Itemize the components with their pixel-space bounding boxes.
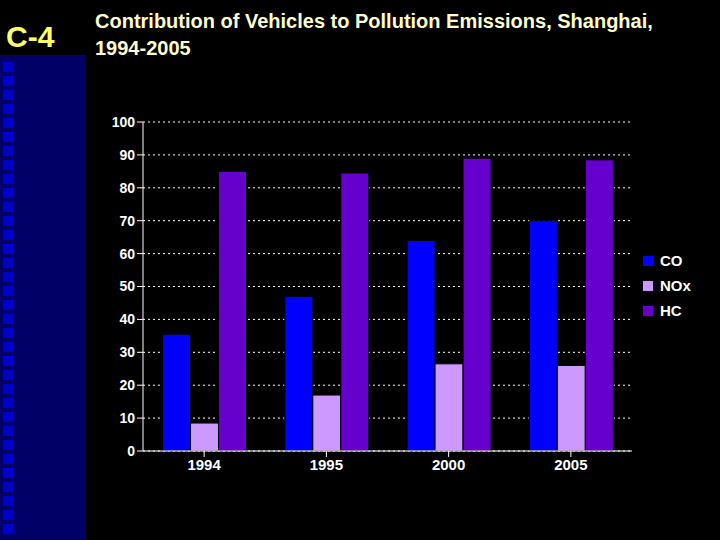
html-text:HC: HC (660, 302, 682, 319)
svg-text:70: 70 (119, 213, 135, 229)
svg-text:10: 10 (119, 410, 135, 426)
svg-text:50: 50 (119, 278, 135, 294)
html-text:C-4: C-4 (6, 20, 55, 53)
svg-text:80: 80 (119, 180, 135, 196)
svg-text:2005: 2005 (554, 456, 587, 473)
html-text:Contribution of Vehicles to Po: Contribution of Vehicles to Pollution Em… (95, 10, 653, 59)
svg-text:30: 30 (119, 344, 135, 360)
html-text:NOx: NOx (660, 277, 691, 294)
svg-text:1994: 1994 (187, 456, 221, 473)
svg-text:0: 0 (127, 443, 135, 459)
svg-text:2000: 2000 (432, 456, 465, 473)
html-text:CO: CO (660, 252, 683, 269)
svg-text:40: 40 (119, 311, 135, 327)
svg-text:60: 60 (119, 246, 135, 262)
svg-text:90: 90 (119, 147, 135, 163)
svg-text:100: 100 (112, 114, 136, 130)
svg-text:1995: 1995 (310, 456, 343, 473)
svg-text:20: 20 (119, 377, 135, 393)
